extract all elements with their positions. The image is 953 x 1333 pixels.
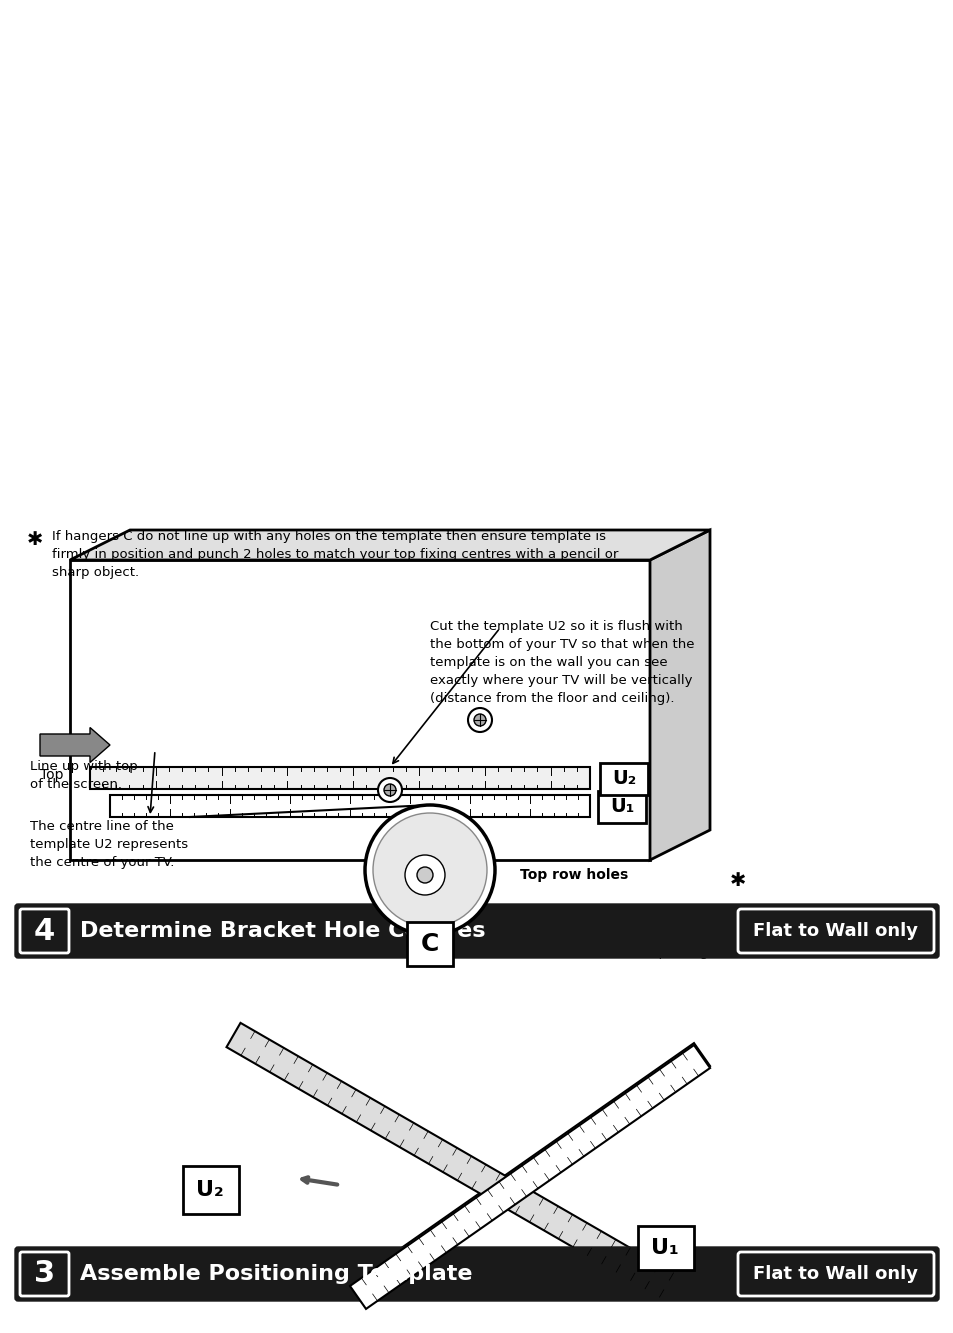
FancyBboxPatch shape (598, 790, 645, 822)
Polygon shape (70, 531, 709, 560)
Text: U₁: U₁ (651, 1238, 679, 1258)
FancyBboxPatch shape (20, 1252, 69, 1296)
Text: Lay the template on the back of the TV and follow the instructions below.: Lay the template on the back of the TV a… (27, 928, 565, 942)
Circle shape (365, 805, 495, 934)
Text: U₁: U₁ (609, 797, 634, 816)
Bar (110, 794, 589, 817)
Text: Determine Bracket Hole Centres: Determine Bracket Hole Centres (80, 921, 485, 941)
FancyBboxPatch shape (638, 1226, 693, 1270)
Text: C: C (420, 932, 438, 956)
Text: Flat to Wall only: Flat to Wall only (753, 1265, 918, 1282)
Text: Top row holes: Top row holes (519, 868, 628, 882)
FancyBboxPatch shape (20, 909, 69, 953)
Polygon shape (350, 1045, 709, 1309)
Circle shape (373, 813, 486, 926)
Polygon shape (649, 531, 709, 860)
Text: Cut the template U2 so it is flush with
the bottom of your TV so that when the
t: Cut the template U2 so it is flush with … (430, 620, 694, 705)
FancyBboxPatch shape (407, 922, 453, 966)
FancyBboxPatch shape (599, 762, 647, 794)
FancyBboxPatch shape (15, 904, 938, 958)
Circle shape (377, 778, 401, 802)
FancyBboxPatch shape (738, 909, 933, 953)
Text: ✱: ✱ (729, 870, 745, 889)
Polygon shape (226, 1022, 673, 1297)
Text: If hangers C do not line up with any holes on the template then ensure template : If hangers C do not line up with any hol… (52, 531, 618, 579)
Text: Line up with top
of the screen.: Line up with top of the screen. (30, 760, 137, 790)
Polygon shape (350, 1044, 709, 1306)
Text: Assemble Positioning Template: Assemble Positioning Template (80, 1264, 472, 1284)
Circle shape (416, 866, 433, 882)
Text: Top: Top (40, 768, 64, 782)
Text: U₂: U₂ (611, 769, 636, 788)
Bar (90, 766, 589, 789)
FancyBboxPatch shape (183, 1166, 239, 1214)
FancyBboxPatch shape (15, 1246, 938, 1301)
Text: U₂: U₂ (196, 1180, 224, 1200)
Circle shape (384, 784, 395, 796)
Text: Place the top row of holes on
template U1 over hangers C.
Mark off the top fixin: Place the top row of holes on template U… (559, 910, 761, 958)
Polygon shape (70, 560, 649, 860)
Text: ✱: ✱ (27, 531, 43, 549)
Circle shape (405, 854, 444, 894)
Text: 4: 4 (34, 917, 55, 945)
Text: 3: 3 (34, 1260, 55, 1289)
Circle shape (474, 714, 485, 726)
Text: Flat to Wall only: Flat to Wall only (753, 922, 918, 940)
FancyBboxPatch shape (738, 1252, 933, 1296)
Circle shape (468, 708, 492, 732)
Text: The centre line of the
template U2 represents
the centre of your TV.: The centre line of the template U2 repre… (30, 820, 188, 869)
FancyArrow shape (40, 728, 110, 762)
